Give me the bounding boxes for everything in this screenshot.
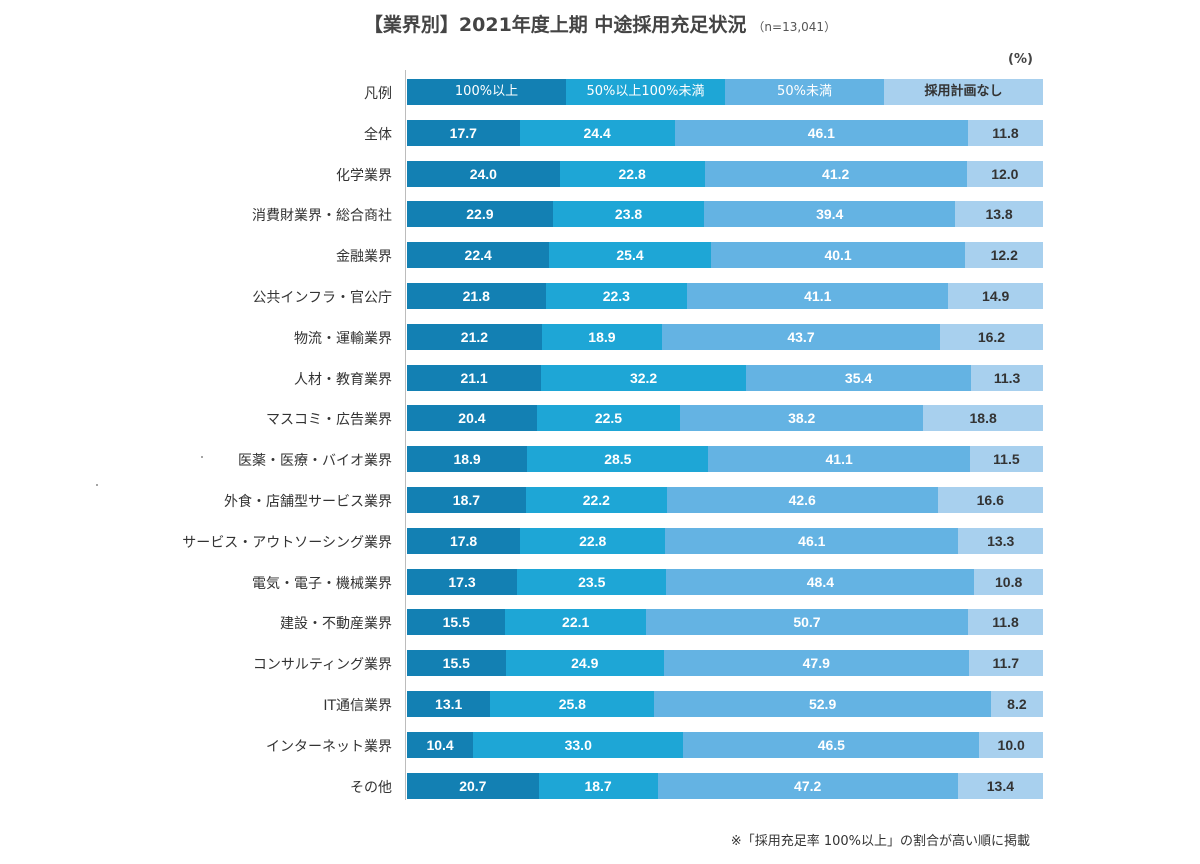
bar-segment-s2: 22.1 [505,609,646,636]
bar-segment-s4: 11.3 [971,364,1043,391]
category-label: サービス・アウトソーシング業界 [182,534,392,551]
category-label: コンサルティング業界 [252,657,392,674]
category-label: 建設・不動産業界 [280,616,392,633]
bar-segment-s4: 10.8 [974,568,1043,595]
category-label: 金融業界 [336,249,392,266]
bar-segment-s4: 16.6 [937,487,1043,513]
bar-segment-s1: 18.7 [407,487,526,513]
legend-swatch-3: 50%未満 [725,79,884,105]
bar-segment-s2: 18.7 [538,772,658,799]
bar-segment-s1: 24.0 [407,160,560,187]
bar-segment-s1: 22.9 [407,201,553,228]
stray-dot [201,456,203,458]
bar-segment-s1: 17.8 [407,527,521,554]
category-label: 化学業界 [336,167,392,184]
category-label: 公共インフラ・官公庁 [252,290,392,306]
category-axis-line [405,70,406,800]
bar-segment-s4: 11.7 [968,650,1043,677]
category-label: マスコミ・広告業界 [266,412,392,429]
category-label: インターネット業界 [266,738,392,755]
bar-segment-s2: 22.5 [536,405,681,432]
category-label: IT通信業界 [323,698,392,714]
stray-dot [96,484,98,486]
bar-segment-s2: 28.5 [527,446,709,473]
bar-segment-s1: 13.1 [407,691,491,717]
bar-segment-s1: 15.5 [407,650,506,677]
bar-segment-s3: 47.9 [663,650,969,677]
bar-segment-s3: 47.2 [657,772,958,799]
category-label: 外食・店舗型サービス業界 [224,494,392,510]
bar-segment-s3: 41.2 [704,160,967,187]
bar-segment-s2: 25.8 [490,691,655,717]
bar-segment-s2: 24.9 [505,650,664,677]
bar-segment-s2: 22.8 [520,527,666,554]
bar-segment-s1: 22.4 [407,242,550,269]
bar-segment-s4: 13.8 [955,201,1043,228]
bar-segment-s1: 15.5 [407,609,506,636]
bar-segment-s4: 12.2 [965,242,1043,269]
category-label: 全体 [364,126,392,143]
bar-segment-s3: 48.4 [666,568,975,595]
category-label: 人材・教育業界 [294,371,392,388]
bar-segment-s4: 10.0 [979,731,1043,758]
bar-segment-s4: 16.2 [939,323,1043,350]
legend-swatch-1: 100%以上 [407,79,566,105]
bar-segment-s3: 41.1 [687,283,949,309]
bar-segment-s4: 18.8 [923,405,1043,432]
bar-segment-s3: 35.4 [745,364,972,391]
sample-size-note: （n=13,041） [752,20,837,34]
bar-segment-s3: 46.1 [674,119,968,146]
bar-segment-s4: 11.8 [967,119,1043,146]
bar-segment-s4: 11.8 [968,609,1043,636]
bar-segment-s4: 13.4 [957,772,1043,799]
bar-segment-s4: 8.2 [990,691,1043,717]
bar-segment-s3: 40.1 [710,242,966,269]
bar-segment-s2: 33.0 [473,731,684,758]
bar-segment-s2: 22.3 [545,283,688,309]
bar-segment-s4: 12.0 [966,160,1043,187]
bar-segment-s2: 22.2 [525,487,667,513]
bar-segment-s3: 39.4 [704,201,956,228]
bar-segment-s1: 17.7 [407,119,520,146]
legend-row-label: 凡例 [364,86,392,102]
category-label: 消費財業界・総合商社 [252,208,392,225]
legend-swatch-4: 採用計画なし [884,79,1043,105]
footnote: ※「採用充足率 100%以上」の割合が高い順に掲載 [730,834,1030,849]
category-label: 医薬・医療・バイオ業界 [238,453,392,470]
unit-label: (%) [1008,52,1033,67]
legend-swatch-2: 50%以上100%未満 [566,79,725,105]
bar-segment-s3: 38.2 [680,405,924,432]
bar-segment-s3: 41.1 [708,446,970,473]
bar-segment-s3: 46.5 [683,731,980,758]
chart-title: 【業界別】2021年度上期 中途採用充足状況 （n=13,041） [363,14,837,36]
bar-segment-s1: 21.8 [407,283,546,309]
bar-segment-s2: 18.9 [541,323,663,350]
bar-segment-s4: 13.3 [958,527,1043,554]
bar-segment-s3: 46.1 [665,527,959,554]
bar-segment-s1: 21.1 [407,364,542,391]
bar-segment-s1: 17.3 [407,568,518,595]
bar-segment-s3: 50.7 [645,609,969,636]
bar-segment-s1: 10.4 [407,731,474,758]
bar-segment-s2: 32.2 [541,364,746,391]
category-label: その他 [350,779,392,796]
category-label: 物流・運輸業界 [294,330,392,347]
bar-segment-s3: 43.7 [662,323,940,350]
bar-segment-s4: 11.5 [969,446,1043,473]
bar-segment-s3: 42.6 [666,487,938,513]
bar-segment-s3: 52.9 [654,691,991,717]
bar-segment-s4: 14.9 [948,283,1043,309]
bar-segment-s1: 21.2 [407,323,542,350]
bar-segment-s2: 23.5 [517,568,667,595]
bar-segment-s1: 20.4 [407,405,537,432]
bar-segment-s1: 18.9 [407,446,528,473]
bar-segment-s2: 25.4 [549,242,711,269]
bar-segment-s2: 22.8 [559,160,705,187]
bar-segment-s2: 23.8 [552,201,705,228]
bar-segment-s2: 24.4 [519,119,675,146]
bar-segment-s1: 20.7 [407,772,539,799]
category-label: 電気・電子・機械業界 [252,575,392,592]
